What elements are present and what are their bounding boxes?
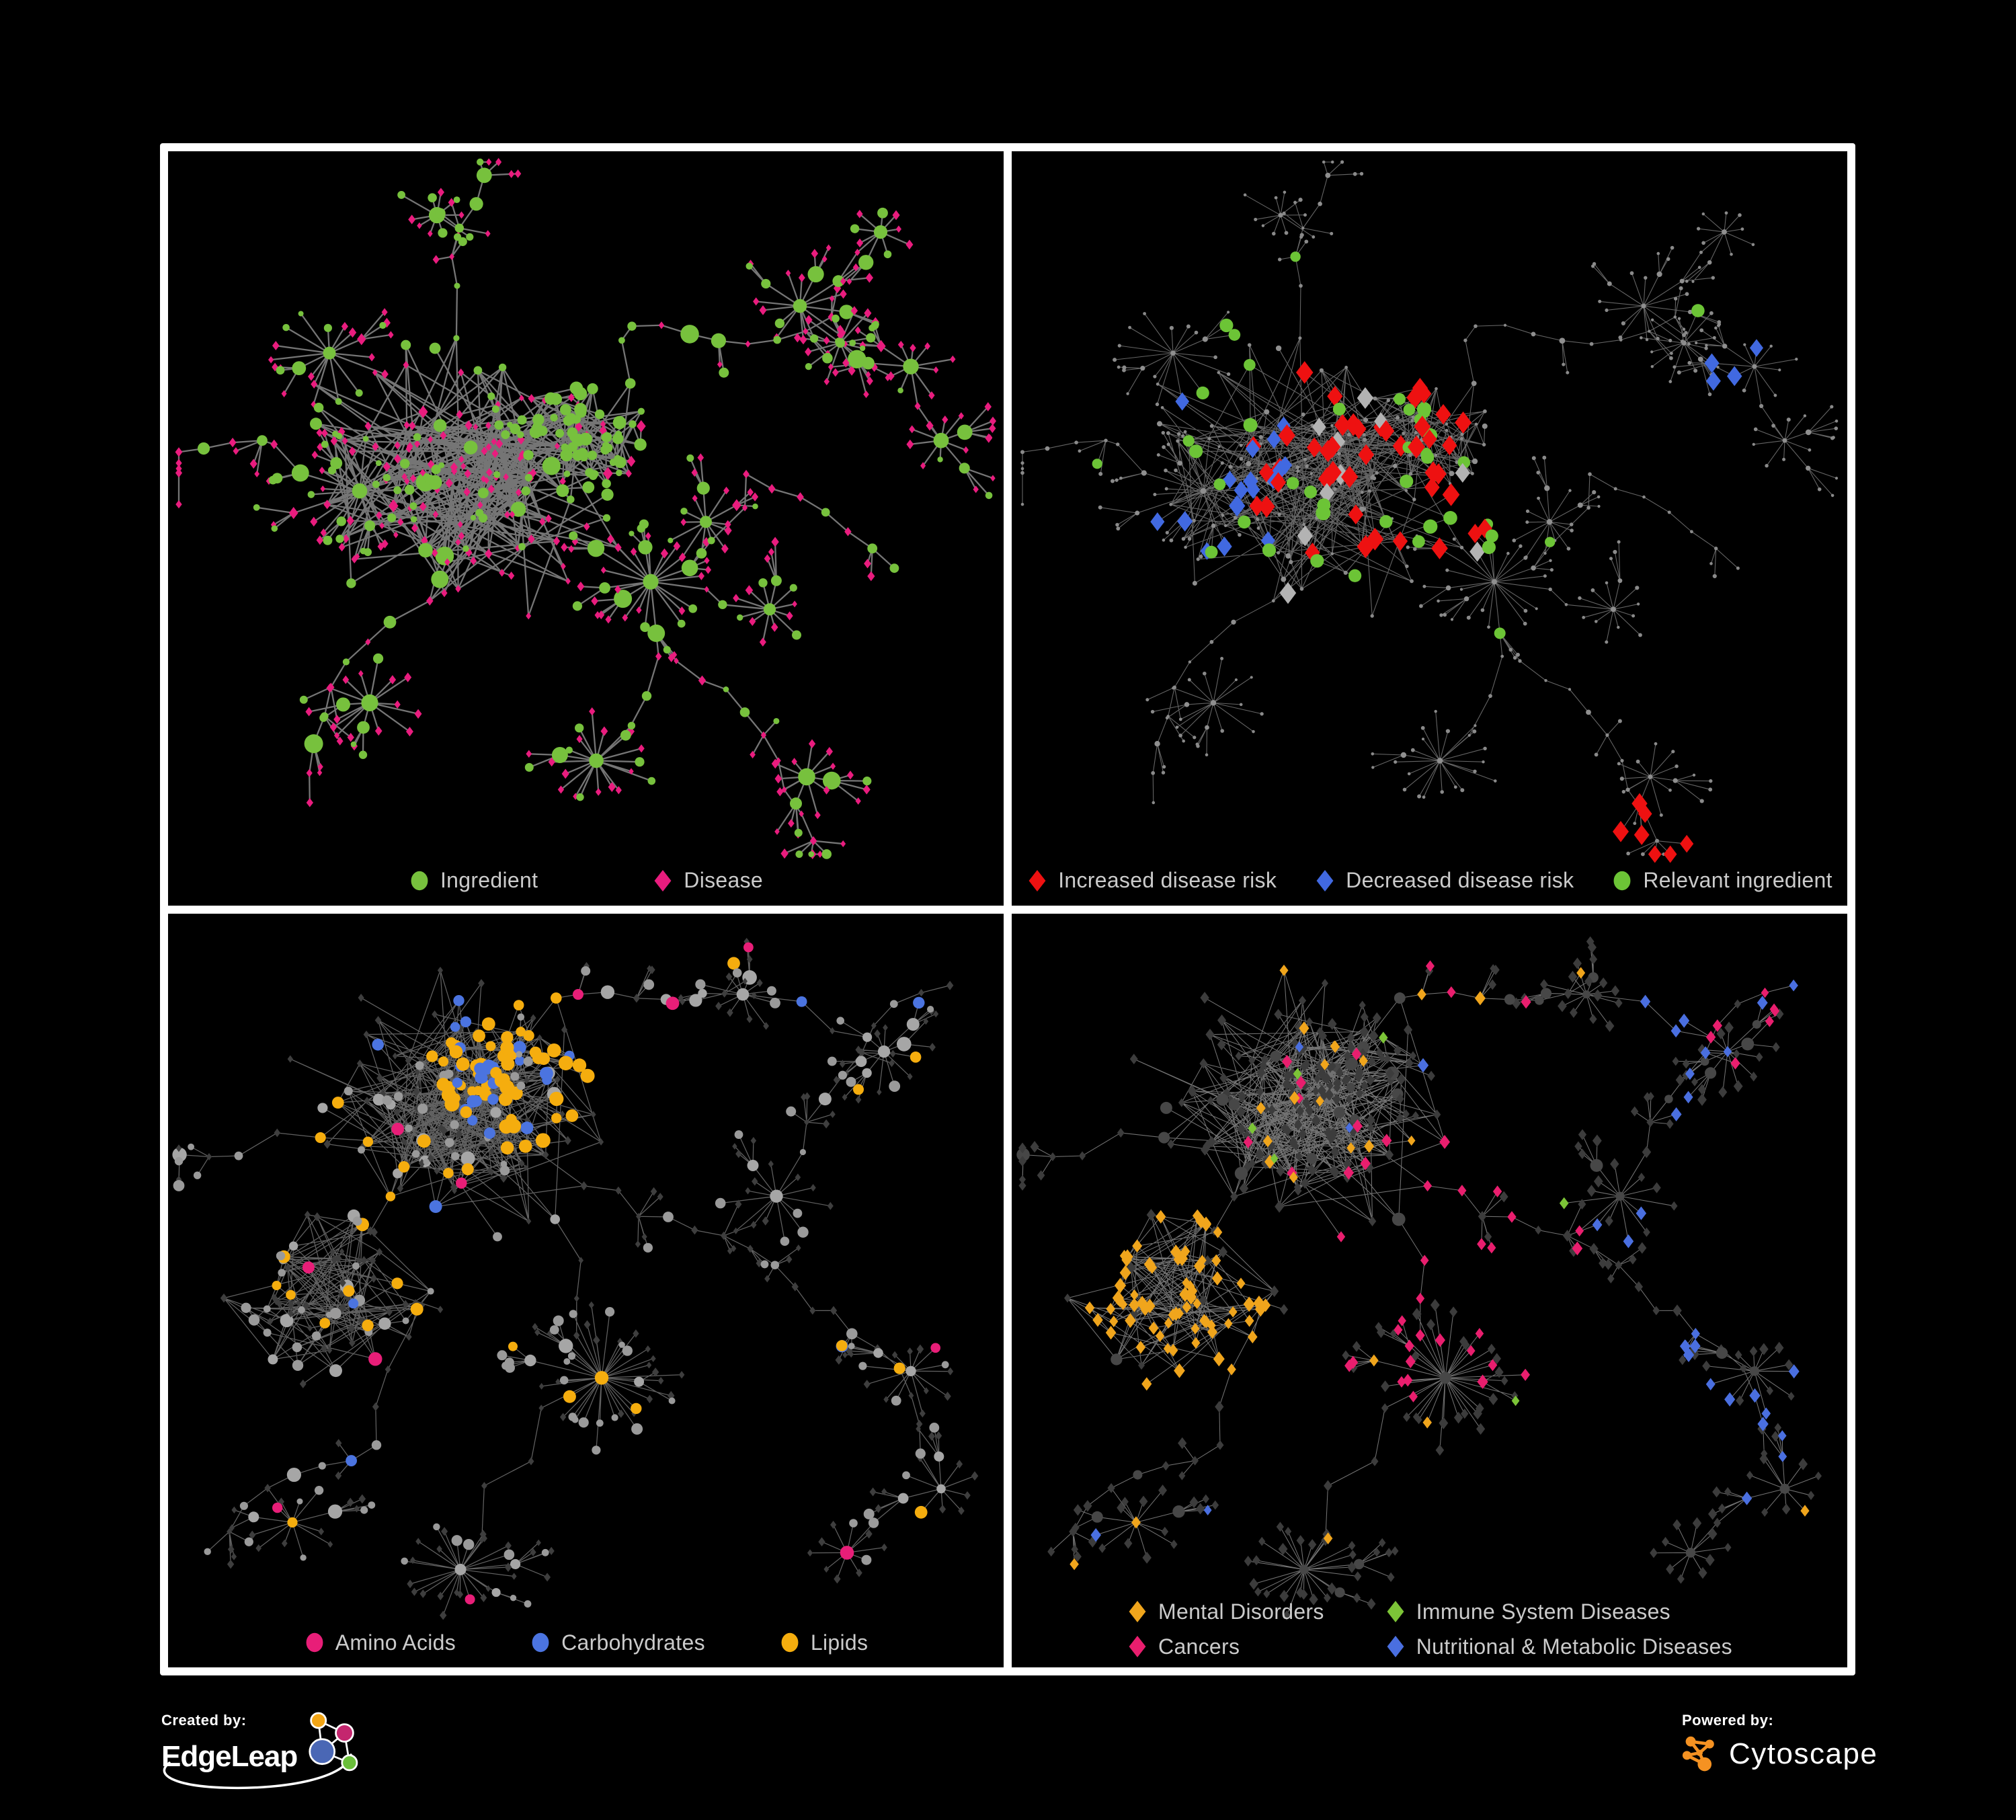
edgeleap-lockup: EdgeLeap <box>161 1712 364 1790</box>
legend-label: Mental Disorders <box>1158 1599 1324 1624</box>
network-svg-nutrient-classes <box>172 937 979 1620</box>
legend-item: Carbohydrates <box>530 1630 705 1655</box>
legend-marker-diamond-icon <box>654 869 672 892</box>
legend-label: Immune System Diseases <box>1416 1599 1670 1624</box>
legend-label: Decreased disease risk <box>1346 868 1574 892</box>
legend-label: Relevant ingredient <box>1643 868 1832 892</box>
network-edges <box>1022 941 1819 1616</box>
legend-marker-diamond-icon <box>1316 869 1334 892</box>
legend-item: Relevant ingredient <box>1611 868 1832 894</box>
panel-disease-classes: Mental Disorders Immune System Diseases Ca… <box>1012 913 1847 1667</box>
legend-label: Ingredient <box>440 868 538 892</box>
legend-label: Lipids <box>810 1630 869 1655</box>
legend-marker-diamond-icon <box>1129 1601 1146 1622</box>
legend-item: Lipids <box>779 1630 868 1655</box>
legend-item: Amino Acids <box>304 1630 456 1655</box>
legend-disease-classes: Mental Disorders Immune System Diseases Ca… <box>1012 1599 1847 1659</box>
legend-marker-circle-icon <box>411 871 428 890</box>
legend-item: Immune System Diseases <box>1385 1599 1670 1624</box>
legend-marker-diamond-icon <box>1387 1636 1404 1657</box>
cytoscape-logo-icon <box>1682 1736 1714 1772</box>
legend-item: Disease <box>652 868 763 894</box>
network-svg-disease-classes <box>1016 936 1822 1620</box>
legend-marker-circle-icon <box>532 1632 549 1653</box>
powered-by-label: Powered by: <box>1682 1712 1774 1729</box>
legend-item: Decreased disease risk <box>1314 868 1574 894</box>
cytoscape-wordmark: Cytoscape <box>1729 1737 1878 1770</box>
panel-ingredient-disease: Ingredient Disease <box>168 151 1004 906</box>
legend-item: Cancers <box>1127 1634 1240 1659</box>
legend-marker-circle-icon <box>1613 871 1631 890</box>
legend-item: Increased disease risk <box>1026 868 1277 894</box>
created-by-block: Created by: EdgeLeap <box>161 1712 364 1790</box>
network-svg-ingredient-disease <box>175 157 996 859</box>
legend-label: Increased disease risk <box>1058 868 1277 892</box>
legend-disease-risk: Increased disease risk Decreased disease … <box>1012 868 1847 894</box>
legend-marker-circle-icon <box>306 1632 323 1653</box>
legend-ingredient-disease: Ingredient Disease <box>168 868 1004 894</box>
legend-item: Nutritional & Metabolic Diseases <box>1385 1634 1732 1659</box>
legend-marker-circle-icon <box>781 1632 799 1653</box>
panel-disease-risk: Increased disease risk Decreased disease … <box>1012 151 1847 906</box>
legend-item: Mental Disorders <box>1127 1599 1324 1624</box>
network-edges <box>178 941 975 1616</box>
edgeleap-wordmark: EdgeLeap <box>161 1740 298 1773</box>
powered-by-block: Powered by: Cytoscape <box>1682 1712 1878 1775</box>
legend-label: Cancers <box>1158 1634 1240 1659</box>
created-by-label: Created by: <box>161 1712 247 1729</box>
panel-nutrient-classes: Amino Acids Carbohydrates Lipids <box>168 913 1004 1667</box>
network-edges <box>1022 161 1837 855</box>
cytoscape-lockup: Cytoscape <box>1682 1733 1878 1775</box>
legend-label: Amino Acids <box>335 1630 456 1655</box>
edgeleap-swoosh <box>163 1753 352 1790</box>
legend-item: Ingredient <box>409 868 538 894</box>
legend-label: Carbohydrates <box>561 1630 705 1655</box>
figure-grid: Ingredient Disease Increased disease risk D… <box>160 143 1855 1675</box>
network-svg-disease-risk <box>1020 160 1839 863</box>
legend-marker-diamond-icon <box>1129 1636 1146 1657</box>
legend-label: Disease <box>684 868 764 892</box>
legend-nutrient-classes: Amino Acids Carbohydrates Lipids <box>168 1630 1004 1655</box>
legend-label: Nutritional & Metabolic Diseases <box>1416 1634 1732 1659</box>
legend-marker-diamond-icon <box>1029 869 1046 892</box>
edgeleap-logo-icon <box>309 1712 358 1772</box>
legend-marker-diamond-icon <box>1387 1601 1404 1622</box>
